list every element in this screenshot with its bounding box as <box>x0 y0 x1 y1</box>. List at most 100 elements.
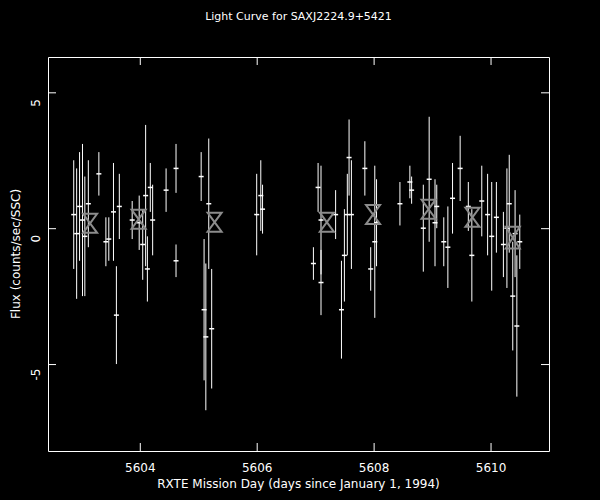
tick: 5 <box>29 93 56 107</box>
point <box>130 219 135 221</box>
point <box>74 233 79 235</box>
point <box>260 208 265 210</box>
point <box>96 173 101 175</box>
point <box>409 189 414 191</box>
dwell-point <box>174 144 179 193</box>
dwell-point <box>130 201 135 239</box>
point <box>469 255 474 257</box>
point <box>368 268 373 270</box>
tick <box>541 92 549 93</box>
point <box>347 157 352 159</box>
data-layer <box>71 117 522 410</box>
tick-mark <box>257 443 258 451</box>
point <box>441 241 446 243</box>
point <box>71 214 76 216</box>
tick: 5606 <box>242 443 273 475</box>
dwell-point <box>77 152 82 261</box>
point <box>510 295 515 297</box>
dwell-point <box>150 185 155 256</box>
point <box>206 203 211 205</box>
dwell-point <box>434 185 439 228</box>
dwell-point <box>311 247 316 280</box>
point <box>148 187 153 189</box>
tick <box>491 57 492 65</box>
axis-line <box>549 58 550 452</box>
dwell-point <box>514 255 519 396</box>
hourglass <box>208 213 222 232</box>
hourglass <box>465 208 479 227</box>
tick-mark <box>541 364 549 365</box>
daily-average <box>366 205 380 224</box>
dwell-point <box>206 139 211 269</box>
dwell-point <box>450 163 455 234</box>
tick-mark <box>48 92 56 93</box>
dwell-point <box>74 168 79 298</box>
tick-label: 5610 <box>476 461 507 475</box>
tick-label: 0 <box>29 235 43 243</box>
tick-label: -5 <box>29 369 43 381</box>
tick <box>541 228 549 229</box>
dwell-point <box>421 185 426 272</box>
tick <box>257 57 258 65</box>
point <box>349 214 354 216</box>
dwell-point <box>174 244 179 277</box>
tick: 5604 <box>125 443 156 475</box>
dwell-point <box>397 182 402 225</box>
dwell-point <box>349 160 354 269</box>
dwell-point <box>209 269 214 389</box>
dwell-point <box>114 266 119 364</box>
axis-line <box>49 57 550 58</box>
point <box>174 168 179 170</box>
tick-label: 5 <box>29 99 43 107</box>
point <box>445 246 450 248</box>
dwell-point <box>148 163 153 212</box>
tick-label: 5604 <box>125 461 156 475</box>
dwell-point <box>96 152 101 195</box>
dwell-point <box>111 163 116 261</box>
dwell-point <box>260 185 265 234</box>
point <box>143 195 148 197</box>
tick-label: 5606 <box>242 461 273 475</box>
point <box>82 236 87 238</box>
dwell-point <box>71 160 76 269</box>
hourglass <box>506 227 520 249</box>
tick-label: 5608 <box>359 461 390 475</box>
dwell-point <box>445 206 450 288</box>
tick-mark <box>491 57 492 65</box>
dwell-point <box>316 163 321 212</box>
daily-average <box>208 213 222 232</box>
tick-mark <box>541 92 549 93</box>
point <box>479 200 484 202</box>
point <box>485 214 490 216</box>
point <box>203 336 208 338</box>
point <box>254 214 259 216</box>
dwell-point <box>489 182 494 291</box>
dwell-point <box>82 177 87 297</box>
dwell-point <box>409 177 414 204</box>
point <box>501 244 506 246</box>
hourglass <box>83 214 97 233</box>
point <box>427 179 432 181</box>
tick: 0 <box>29 229 56 243</box>
point <box>103 241 108 243</box>
dwell-point <box>458 136 463 201</box>
point <box>489 236 494 238</box>
dwell-point <box>441 217 446 266</box>
point <box>114 314 119 316</box>
hourglass <box>132 210 146 229</box>
point <box>86 203 91 205</box>
point <box>111 211 116 213</box>
dwell-point <box>362 141 367 195</box>
tick: -5 <box>29 365 56 381</box>
dwell-point <box>106 217 111 260</box>
point <box>199 176 204 178</box>
dwell-point <box>485 174 490 256</box>
tick-mark <box>374 443 375 451</box>
x-axis-top <box>49 57 550 65</box>
point <box>434 206 439 208</box>
dwell-point <box>319 250 324 315</box>
point <box>339 309 344 311</box>
title: Light Curve for SAXJ2224.9+5421 <box>205 10 392 23</box>
tick-mark <box>374 57 375 65</box>
daily-average <box>465 208 479 227</box>
